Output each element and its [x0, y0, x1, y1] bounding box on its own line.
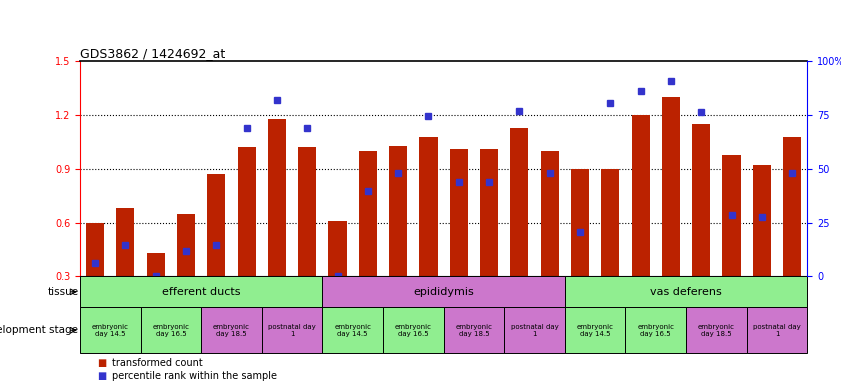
Bar	[450, 149, 468, 276]
Bar	[686, 307, 747, 353]
Text: ■: ■	[97, 358, 106, 368]
Bar	[571, 169, 589, 276]
Bar	[565, 307, 626, 353]
Text: development stage: development stage	[0, 325, 78, 335]
Bar	[201, 307, 262, 353]
Text: embryonic
day 16.5: embryonic day 16.5	[394, 324, 431, 337]
Bar	[329, 221, 346, 276]
Bar	[80, 276, 322, 307]
Text: transformed count: transformed count	[112, 358, 203, 368]
Bar	[262, 307, 322, 353]
Text: embryonic
day 16.5: embryonic day 16.5	[152, 324, 189, 337]
Bar	[116, 209, 135, 276]
Bar	[541, 151, 558, 276]
Text: vas deferens: vas deferens	[650, 287, 722, 297]
Bar	[80, 307, 140, 353]
Text: efferent ducts: efferent ducts	[161, 287, 241, 297]
Bar	[86, 223, 104, 276]
Bar	[322, 276, 565, 307]
Bar	[510, 128, 528, 276]
Bar	[322, 307, 383, 353]
Bar	[783, 137, 801, 276]
Text: embryonic
day 18.5: embryonic day 18.5	[698, 324, 735, 337]
Bar	[692, 124, 711, 276]
Bar	[237, 147, 256, 276]
Bar	[140, 307, 201, 353]
Bar	[753, 166, 771, 276]
Bar	[662, 97, 680, 276]
Text: GDS3862 / 1424692_at: GDS3862 / 1424692_at	[80, 47, 225, 60]
Text: embryonic
day 18.5: embryonic day 18.5	[456, 324, 493, 337]
Bar	[207, 174, 225, 276]
Bar	[626, 307, 686, 353]
Text: embryonic
day 14.5: embryonic day 14.5	[577, 324, 614, 337]
Text: postnatal day
1: postnatal day 1	[510, 324, 558, 337]
Text: postnatal day
1: postnatal day 1	[268, 324, 316, 337]
Bar	[146, 253, 165, 276]
Text: embryonic
day 18.5: embryonic day 18.5	[213, 324, 250, 337]
Text: embryonic
day 14.5: embryonic day 14.5	[92, 324, 129, 337]
Text: ■: ■	[97, 371, 106, 381]
Text: postnatal day
1: postnatal day 1	[754, 324, 801, 337]
Text: percentile rank within the sample: percentile rank within the sample	[112, 371, 277, 381]
Text: embryonic
day 16.5: embryonic day 16.5	[637, 324, 674, 337]
Bar	[632, 115, 650, 276]
Bar	[601, 169, 620, 276]
Bar	[383, 307, 444, 353]
Bar	[565, 276, 807, 307]
Bar	[177, 214, 195, 276]
Bar	[480, 149, 498, 276]
Bar	[420, 137, 437, 276]
Bar	[389, 146, 407, 276]
Bar	[747, 307, 807, 353]
Bar	[722, 155, 741, 276]
Bar	[505, 307, 565, 353]
Text: embryonic
day 14.5: embryonic day 14.5	[334, 324, 371, 337]
Bar	[267, 119, 286, 276]
Text: tissue: tissue	[47, 287, 78, 297]
Text: epididymis: epididymis	[413, 287, 474, 297]
Bar	[444, 307, 505, 353]
Bar	[359, 151, 377, 276]
Bar	[298, 147, 316, 276]
